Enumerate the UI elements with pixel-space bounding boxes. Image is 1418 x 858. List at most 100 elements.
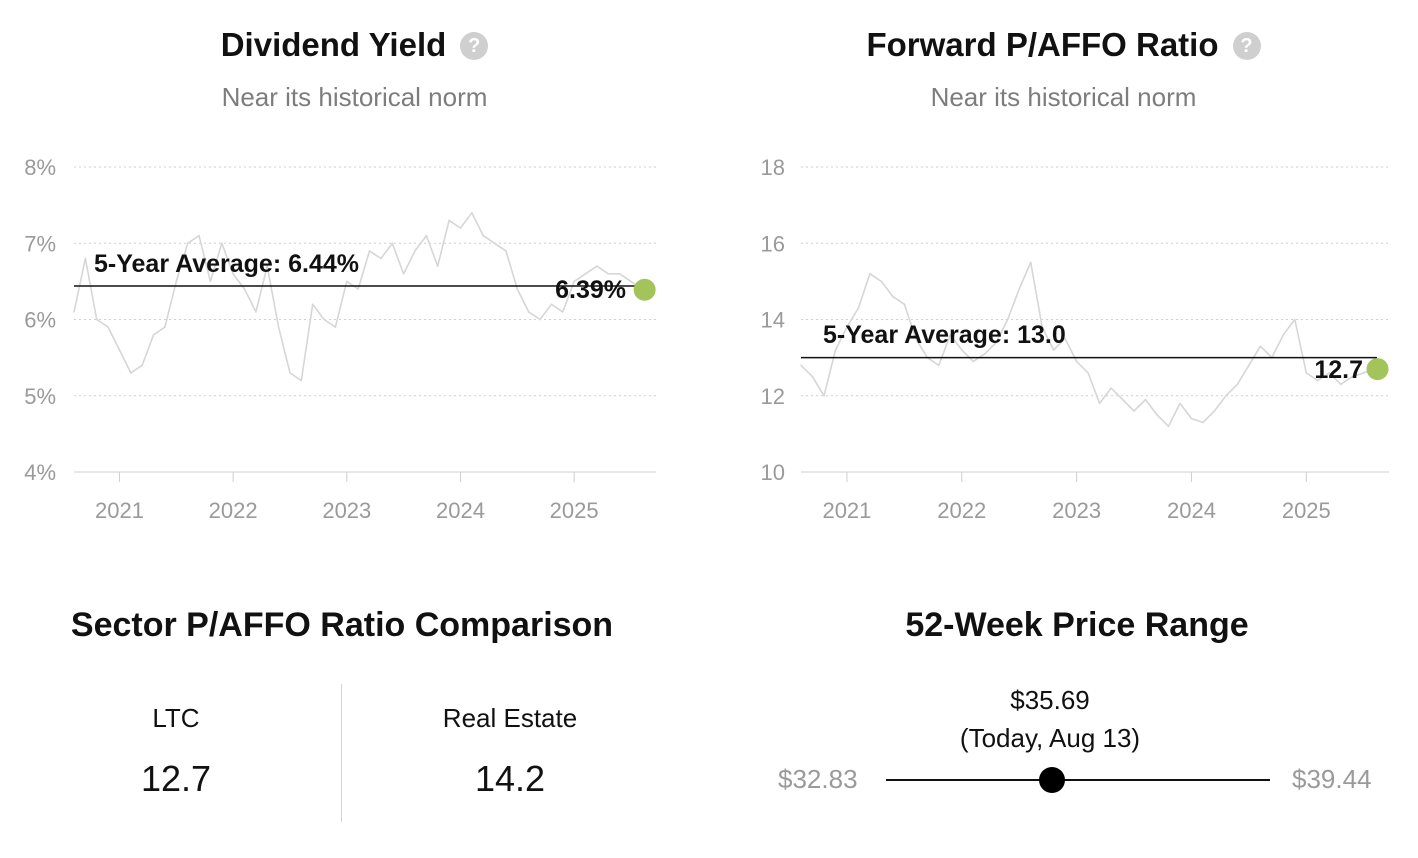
series-point xyxy=(1156,414,1158,416)
average-label: 5-Year Average: 13.0 xyxy=(823,321,1066,349)
y-tick-label: 4% xyxy=(24,460,56,485)
series-point xyxy=(84,257,87,260)
series-point xyxy=(471,211,473,214)
series-point xyxy=(857,307,860,309)
series-point xyxy=(1006,318,1009,321)
current-value-label: 6.39% xyxy=(555,276,626,304)
sector-item-ltc-label: LTC xyxy=(152,703,200,733)
series-point xyxy=(1110,387,1112,389)
series-point xyxy=(73,311,75,313)
dividend-yield-chart: 4% 5% 6% 7% 8% 2021 2022 2023 2024 2025 5-Year Ave… xyxy=(24,155,656,523)
x-tick-label: 2022 xyxy=(209,498,258,523)
series-point xyxy=(505,250,507,252)
series-point xyxy=(1351,375,1354,378)
average-label: 5-Year Average: 6.44% xyxy=(94,250,359,278)
y-tick-label: 14 xyxy=(761,308,785,333)
series-point xyxy=(823,394,825,397)
series-point xyxy=(561,311,564,313)
y-tick-label: 16 xyxy=(761,231,785,256)
current-value-marker xyxy=(633,278,656,301)
series-point xyxy=(1190,417,1193,420)
price-range-title: 52-Week Price Range xyxy=(905,606,1249,644)
series-point xyxy=(459,227,462,229)
series-point xyxy=(380,257,382,260)
series-point xyxy=(1213,410,1216,412)
series-point xyxy=(482,234,485,237)
series-point xyxy=(130,372,132,374)
series-point xyxy=(1087,372,1089,374)
dividend-yield-title-row: Dividend Yield? xyxy=(0,26,709,64)
series-point xyxy=(391,242,394,245)
series-point xyxy=(402,272,405,275)
series-point xyxy=(1202,421,1204,424)
range-low: $32.83 xyxy=(778,764,858,794)
x-tick-label: 2023 xyxy=(322,498,371,523)
series-point xyxy=(425,234,428,237)
dividend-yield-subtitle: Near its historical norm xyxy=(221,82,488,112)
sector-item-real-estate-label: Real Estate xyxy=(442,703,578,733)
series-point xyxy=(266,265,269,267)
series-point xyxy=(220,242,223,245)
series-point xyxy=(1294,318,1296,321)
sector-item-real-estate-value: 14.2 xyxy=(474,758,546,799)
series-point xyxy=(243,288,246,290)
series-point xyxy=(584,272,587,275)
series-point xyxy=(1133,410,1135,412)
series-point xyxy=(334,326,337,328)
series-point xyxy=(938,364,940,367)
series-point xyxy=(995,341,998,344)
series-point xyxy=(915,337,917,340)
current-value-label: 12.7 xyxy=(1314,356,1363,384)
series-point xyxy=(289,372,291,374)
series-point xyxy=(436,265,439,267)
series-point xyxy=(1144,398,1147,401)
series-point xyxy=(107,326,109,328)
current-price: $35.69 xyxy=(1010,685,1090,715)
series-point xyxy=(1179,402,1181,405)
series-point xyxy=(1236,383,1239,386)
question-circle-icon[interactable]: ? xyxy=(460,32,489,60)
series-point xyxy=(972,360,975,363)
series-point xyxy=(1316,379,1319,382)
series-point xyxy=(903,303,906,306)
series-point xyxy=(368,250,371,252)
series-point xyxy=(1075,360,1078,363)
series-point xyxy=(311,303,314,306)
current-value-marker xyxy=(1366,358,1389,381)
dividend-yield-panel: Dividend Yield? Near its historical norm… xyxy=(0,0,709,560)
series-point xyxy=(527,311,530,313)
series-point xyxy=(323,318,325,321)
current-date: (Today, Aug 13) xyxy=(959,723,1141,753)
series-point xyxy=(1305,372,1308,374)
y-tick-label: 5% xyxy=(24,384,56,409)
series-point xyxy=(186,242,189,245)
x-tick-label: 2023 xyxy=(1052,498,1101,523)
series-point xyxy=(232,272,234,275)
series-point xyxy=(300,379,303,382)
series-point xyxy=(800,364,802,367)
series-point xyxy=(448,219,450,222)
series-point xyxy=(1052,349,1055,351)
series-point xyxy=(1362,372,1365,374)
series-point xyxy=(1064,337,1066,340)
sector-divider xyxy=(341,684,342,822)
pafo-ratio-subtitle: Near its historical norm xyxy=(930,82,1197,112)
series-point xyxy=(1029,261,1032,264)
series-point xyxy=(175,280,178,283)
series-point xyxy=(164,326,166,328)
y-tick-label: 12 xyxy=(761,384,785,409)
series-point xyxy=(255,311,257,313)
series-point xyxy=(811,375,814,378)
series-point xyxy=(1339,383,1342,386)
pafo-ratio-title-row: Forward P/AFFO Ratio? xyxy=(709,26,1418,64)
y-tick-label: 8% xyxy=(24,155,56,180)
series-point xyxy=(198,234,200,237)
pafo-ratio-chart: 10 12 14 16 18 2021 2022 2023 2024 2025 5-Year Ave… xyxy=(761,155,1389,523)
series-point xyxy=(346,280,348,283)
x-tick-label: 2025 xyxy=(550,498,599,523)
series-point xyxy=(1259,345,1262,347)
series-point xyxy=(630,280,632,283)
question-circle-icon[interactable]: ? xyxy=(1232,32,1261,60)
range-track xyxy=(886,779,1270,781)
x-tick-label: 2024 xyxy=(436,498,485,523)
